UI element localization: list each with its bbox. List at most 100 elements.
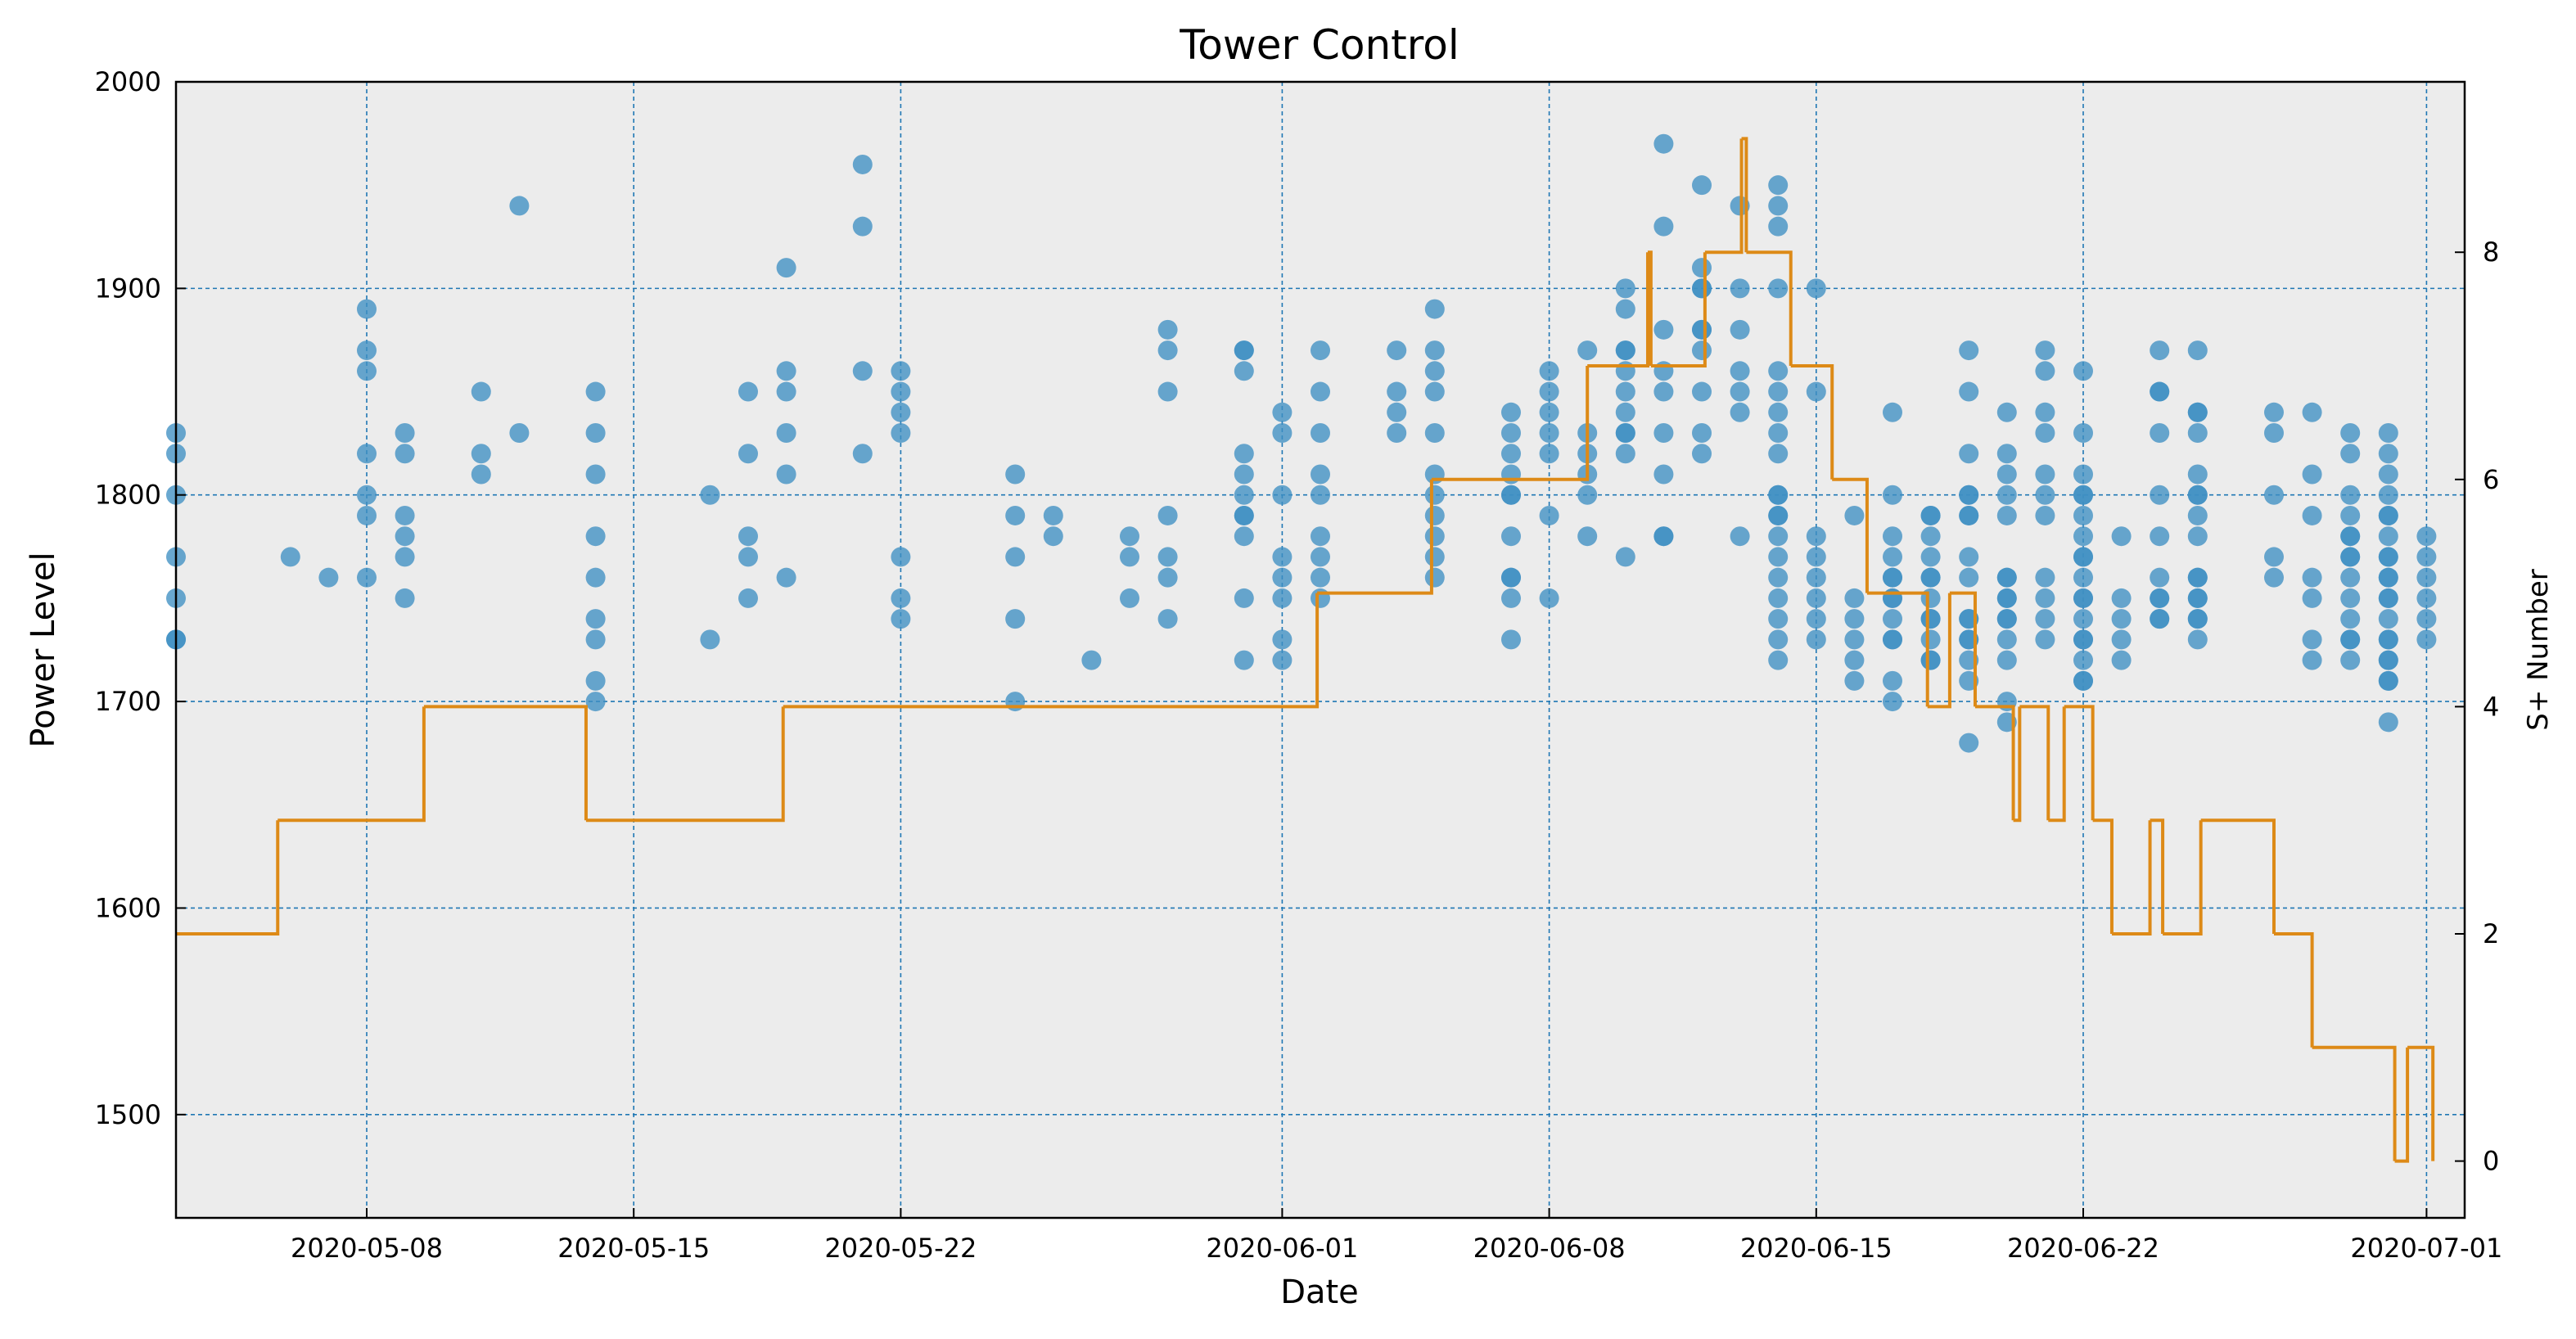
scatter-point-337 bbox=[2264, 567, 2284, 588]
step-segment-13 bbox=[1790, 364, 1834, 480]
scatter-point-273 bbox=[2035, 423, 2055, 444]
scatter-point-223 bbox=[1883, 567, 1902, 588]
scatter-point-194 bbox=[1768, 485, 1789, 505]
step-segment-11 bbox=[1741, 137, 1748, 253]
scatter-point-216 bbox=[1883, 485, 1902, 505]
scatter-point-165 bbox=[1692, 258, 1712, 278]
step-segment-12 bbox=[1746, 250, 1793, 366]
scatter-point-237 bbox=[1920, 547, 1941, 567]
scatter-point-56 bbox=[891, 423, 911, 444]
scatter-point-241 bbox=[1959, 381, 1979, 402]
scatter-point-214 bbox=[1844, 650, 1865, 670]
scatter-point-10 bbox=[357, 340, 377, 361]
scatter-point-281 bbox=[2035, 402, 2055, 422]
y2-axis-title: S+ Number bbox=[2522, 569, 2555, 730]
scatter-point-58 bbox=[891, 588, 911, 608]
step-segment-27 bbox=[2200, 818, 2276, 934]
step-segment-5 bbox=[1317, 479, 1433, 595]
scatter-point-381 bbox=[2416, 547, 2437, 567]
scatter-point-329 bbox=[2187, 567, 2208, 588]
scatter-point-282 bbox=[2035, 567, 2055, 588]
step-segment-4 bbox=[783, 593, 1320, 709]
y-axis-title: Power Level bbox=[25, 552, 62, 747]
plot-frame bbox=[174, 80, 2466, 1220]
scatter-point-127 bbox=[1501, 629, 1521, 650]
scatter-point-104 bbox=[1311, 485, 1330, 505]
scatter-point-292 bbox=[2073, 505, 2093, 525]
scatter-point-137 bbox=[1539, 505, 1559, 525]
scatter-point-205 bbox=[1806, 547, 1826, 567]
scatter-point-70 bbox=[1120, 588, 1139, 608]
scatter-point-83 bbox=[1234, 588, 1254, 608]
scatter-point-355 bbox=[2340, 547, 2361, 567]
scatter-point-358 bbox=[2340, 629, 2361, 650]
scatter-point-48 bbox=[776, 464, 796, 485]
scatter-point-143 bbox=[1577, 526, 1598, 547]
scatter-point-299 bbox=[2073, 650, 2093, 670]
scatter-point-49 bbox=[852, 154, 873, 174]
scatter-point-16 bbox=[395, 423, 415, 444]
scatter-point-382 bbox=[2416, 567, 2437, 588]
scatter-point-357 bbox=[2340, 609, 2361, 629]
scatter-point-80 bbox=[1234, 485, 1254, 505]
scatter-point-302 bbox=[2111, 588, 2132, 608]
scatter-point-11 bbox=[357, 361, 377, 381]
scatter-point-8 bbox=[318, 567, 339, 588]
scatter-point-34 bbox=[585, 670, 606, 691]
scatter-point-380 bbox=[2416, 526, 2437, 547]
scatter-point-251 bbox=[1959, 547, 1979, 567]
scatter-point-86 bbox=[1234, 444, 1254, 464]
scatter-point-51 bbox=[852, 361, 873, 381]
scatter-point-367 bbox=[2378, 423, 2398, 444]
step-segment-20 bbox=[2019, 705, 2050, 821]
scatter-point-192 bbox=[1768, 381, 1789, 402]
scatter-point-176 bbox=[1730, 278, 1750, 299]
scatter-point-280 bbox=[2035, 340, 2055, 361]
scatter-point-133 bbox=[1539, 381, 1559, 402]
scatter-point-145 bbox=[1615, 278, 1635, 299]
scatter-point-217 bbox=[1883, 526, 1902, 547]
scatter-point-22 bbox=[471, 381, 491, 402]
scatter-point-210 bbox=[1844, 505, 1865, 525]
scatter-point-64 bbox=[1005, 692, 1026, 712]
step-segment-30 bbox=[2394, 1047, 2410, 1163]
scatter-point-55 bbox=[891, 402, 911, 422]
scatter-point-258 bbox=[1996, 485, 2017, 505]
scatter-point-102 bbox=[1311, 381, 1330, 402]
x-tick-label-0: 2020-05-08 bbox=[291, 1233, 443, 1264]
scatter-point-114 bbox=[1424, 423, 1445, 444]
scatter-point-283 bbox=[2073, 361, 2093, 381]
scatter-point-228 bbox=[1883, 692, 1902, 712]
scatter-point-163 bbox=[1653, 319, 1674, 340]
scatter-point-374 bbox=[2378, 485, 2398, 505]
axis-ticks: 2020-05-08 2020-05-15 2020-05-22 2020-06-01… bbox=[95, 66, 2503, 1264]
scatter-point-170 bbox=[1692, 423, 1712, 444]
scatter-point-351 bbox=[2340, 650, 2361, 670]
scatter-point-32 bbox=[585, 609, 606, 629]
y-tick-label-2: 1700 bbox=[95, 686, 161, 717]
scatter-point-196 bbox=[1768, 526, 1789, 547]
step-segment-1 bbox=[277, 706, 426, 823]
scatter-point-324 bbox=[2187, 340, 2208, 361]
scatter-point-277 bbox=[2035, 588, 2055, 608]
scatter-point-87 bbox=[1234, 505, 1254, 525]
step-segment-19 bbox=[2013, 706, 2022, 823]
scatter-point-157 bbox=[1653, 423, 1674, 444]
scatter-point-307 bbox=[2150, 485, 2170, 505]
scatter-point-215 bbox=[1844, 670, 1865, 691]
scatter-point-252 bbox=[1959, 567, 1979, 588]
scatter-point-105 bbox=[1311, 526, 1330, 547]
scatter-point-291 bbox=[2073, 485, 2093, 505]
scatter-point-110 bbox=[1424, 299, 1445, 319]
scatter-point-315 bbox=[2150, 588, 2170, 608]
scatter-point-129 bbox=[1501, 423, 1521, 444]
scatter-point-93 bbox=[1272, 567, 1293, 588]
y-tick-label-4: 1900 bbox=[95, 273, 161, 304]
step-segment-17 bbox=[1949, 591, 1977, 707]
scatter-point-152 bbox=[1615, 381, 1635, 402]
scatter-point-162 bbox=[1653, 216, 1674, 237]
scatter-point-334 bbox=[2264, 423, 2284, 444]
scatter-point-151 bbox=[1615, 361, 1635, 381]
scatter-point-113 bbox=[1424, 381, 1445, 402]
scatter-point-370 bbox=[2378, 567, 2398, 588]
